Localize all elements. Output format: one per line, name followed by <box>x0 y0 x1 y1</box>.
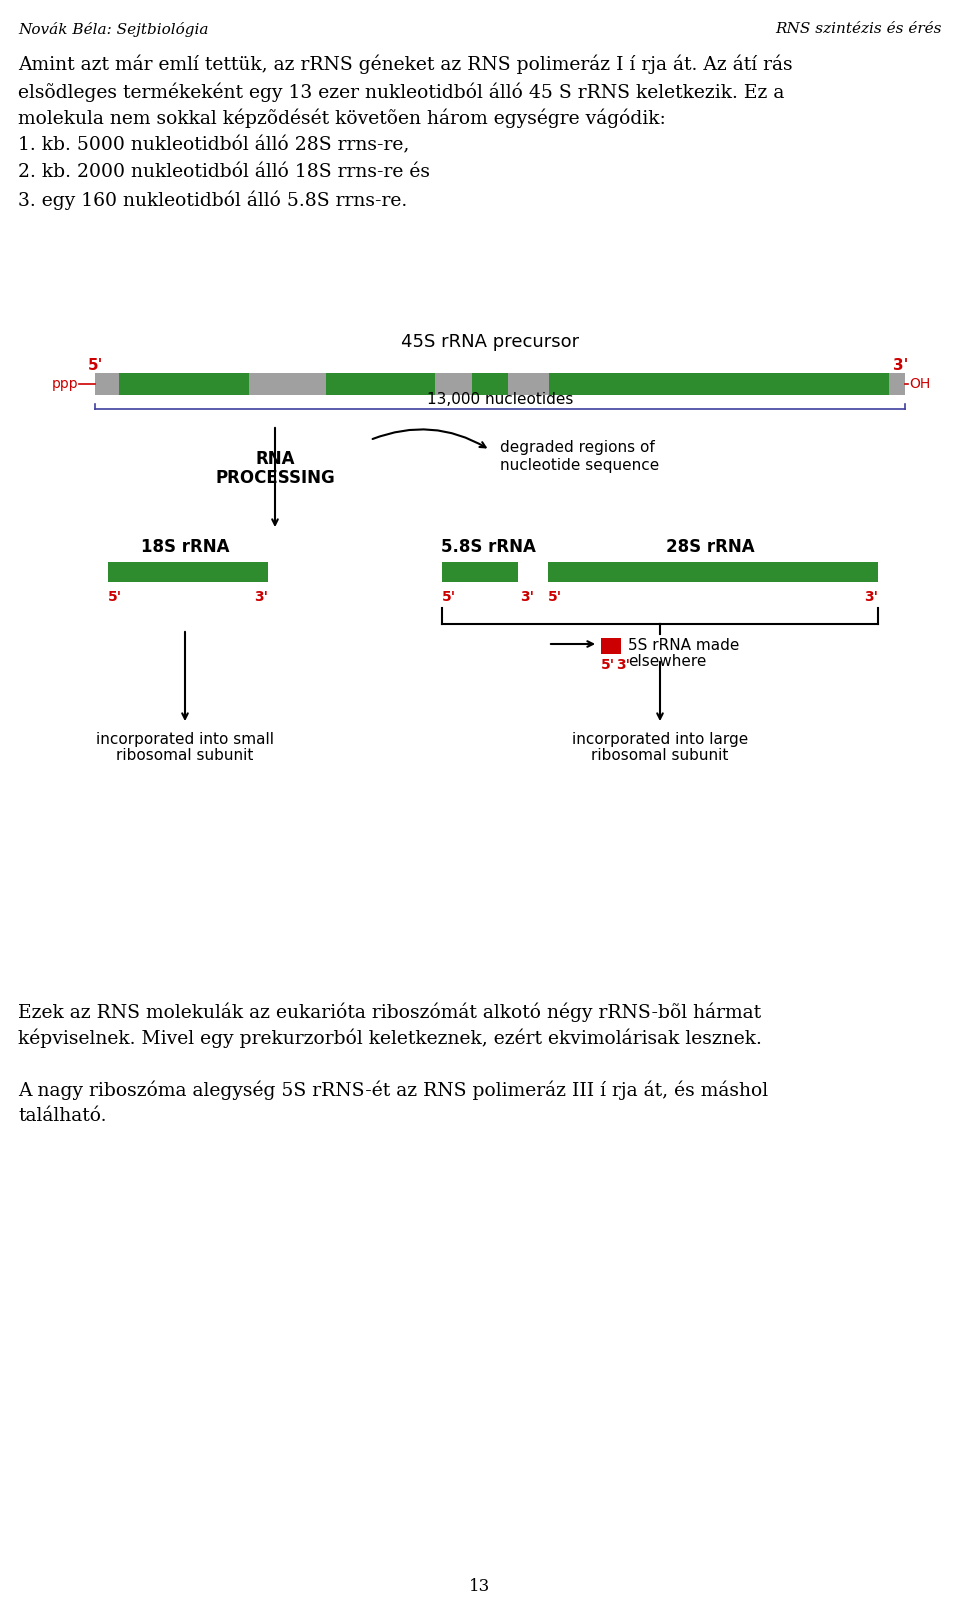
Text: 3': 3' <box>254 590 268 604</box>
Text: ppp: ppp <box>52 376 78 391</box>
Text: elsõdleges termékeként egy 13 ezer nukleotidból álló 45 S rRNS keletkezik. Ez a: elsõdleges termékeként egy 13 ezer nukle… <box>18 82 784 101</box>
Bar <box>548 562 878 582</box>
Bar <box>108 562 268 582</box>
Text: A nagy riboszóma alegység 5S rRNS-ét az RNS polimeráz III í rja át, és máshol: A nagy riboszóma alegység 5S rRNS-ét az … <box>18 1080 768 1099</box>
Text: 45S rRNA precursor: 45S rRNA precursor <box>401 333 579 351</box>
Text: 13: 13 <box>469 1578 491 1596</box>
Text: 28S rRNA: 28S rRNA <box>665 538 755 556</box>
Text: 3': 3' <box>893 357 908 373</box>
Text: incorporated into small: incorporated into small <box>96 732 274 747</box>
Text: ribosomal subunit: ribosomal subunit <box>591 748 729 763</box>
Text: 1. kb. 5000 nukleotidból álló 28S rrns-re,: 1. kb. 5000 nukleotidból álló 28S rrns-r… <box>18 136 409 154</box>
Bar <box>435 373 471 396</box>
Bar <box>471 373 508 396</box>
Text: PROCESSING: PROCESSING <box>215 469 335 487</box>
Bar <box>889 373 905 396</box>
Text: 5.8S rRNA: 5.8S rRNA <box>441 538 536 556</box>
Text: Novák Béla: Sejtbiológia: Novák Béla: Sejtbiológia <box>18 22 208 37</box>
Text: incorporated into large: incorporated into large <box>572 732 748 747</box>
Text: nucleotide sequence: nucleotide sequence <box>500 458 660 473</box>
Text: 5': 5' <box>88 357 104 373</box>
Text: 3': 3' <box>616 658 630 671</box>
Text: degraded regions of: degraded regions of <box>500 441 655 455</box>
Text: képviselnek. Mivel egy prekurzorból keletkeznek, ezért ekvimolárisak lesznek.: képviselnek. Mivel egy prekurzorból kele… <box>18 1028 762 1048</box>
Text: RNS szintézis és érés: RNS szintézis és érés <box>776 22 942 35</box>
Text: molekula nem sokkal képzõdését követõen három egységre vágódik:: molekula nem sokkal képzõdését követõen … <box>18 109 665 128</box>
Text: 5': 5' <box>442 590 456 604</box>
Text: 3': 3' <box>520 590 534 604</box>
Text: 5S rRNA made: 5S rRNA made <box>628 638 739 654</box>
Bar <box>119 373 249 396</box>
Text: ribosomal subunit: ribosomal subunit <box>116 748 253 763</box>
Text: 2. kb. 2000 nukleotidból álló 18S rrns-re és: 2. kb. 2000 nukleotidból álló 18S rrns-r… <box>18 163 430 181</box>
Text: elsewhere: elsewhere <box>628 654 707 670</box>
Text: 18S rRNA: 18S rRNA <box>141 538 229 556</box>
Text: 13,000 nucleotides: 13,000 nucleotides <box>427 392 573 407</box>
Bar <box>249 373 325 396</box>
Text: Ezek az RNS molekulák az eukarióta riboszómát alkotó négy rRNS-bõl hármat: Ezek az RNS molekulák az eukarióta ribos… <box>18 1001 761 1022</box>
Bar <box>601 638 621 654</box>
Text: 3. egy 160 nukleotidból álló 5.8S rrns-re.: 3. egy 160 nukleotidból álló 5.8S rrns-r… <box>18 191 407 210</box>
Text: 5': 5' <box>601 658 615 671</box>
Bar <box>548 373 889 396</box>
Text: 5': 5' <box>548 590 563 604</box>
Bar <box>442 562 518 582</box>
Text: 3': 3' <box>864 590 878 604</box>
Bar <box>95 373 119 396</box>
Text: 5': 5' <box>108 590 122 604</box>
Bar <box>508 373 548 396</box>
Text: RNA: RNA <box>255 450 295 468</box>
Text: OH: OH <box>909 376 930 391</box>
Text: Amint azt már emlí tettük, az rRNS géneket az RNS polimeráz I í rja át. Az átí r: Amint azt már emlí tettük, az rRNS gének… <box>18 54 793 75</box>
Text: található.: található. <box>18 1107 107 1125</box>
Bar <box>325 373 435 396</box>
